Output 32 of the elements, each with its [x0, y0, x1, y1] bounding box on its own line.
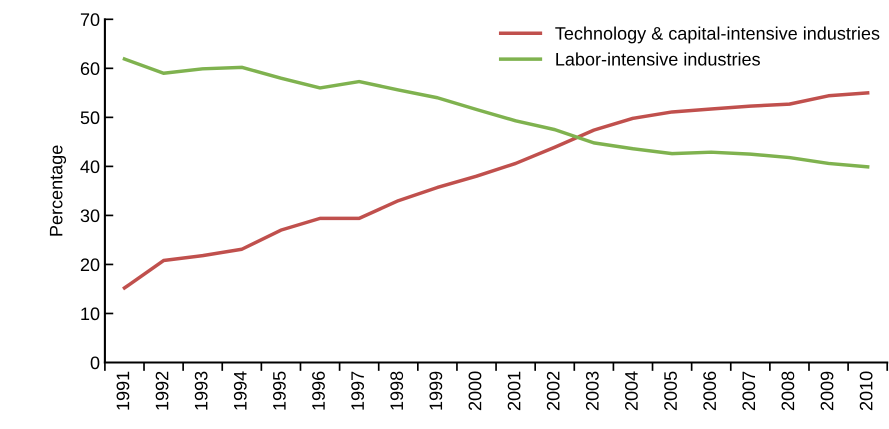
x-tick-label: 2000 [468, 372, 482, 410]
y-axis-title: Percentage [50, 146, 66, 236]
y-tick-label: 70 [80, 13, 100, 26]
x-tick-label: 2004 [625, 371, 638, 410]
x-tick-label: 1995 [272, 372, 286, 410]
x-tick-label: 2008 [781, 372, 794, 410]
legend-label: Technology & capital-intensive industries [555, 26, 880, 44]
x-tick-label: 2006 [703, 372, 716, 410]
x-tick-label: 2002 [546, 372, 560, 410]
y-tick-label: 0 [90, 356, 100, 370]
legend-label: Labor-intensive industries [556, 52, 760, 66]
x-tick-label: 1994 [234, 371, 247, 410]
x-tick-label: 2003 [586, 372, 599, 410]
x-tick-label: 1993 [194, 372, 208, 410]
x-tick-label: 2001 [508, 372, 520, 410]
x-tick-label: 1992 [156, 372, 168, 410]
x-tick-label: 1991 [116, 372, 130, 410]
x-tick-label: 1999 [429, 372, 442, 410]
y-tick-label: 10 [81, 307, 100, 320]
y-tick-label: 30 [80, 209, 100, 222]
y-tick-label: 20 [80, 258, 100, 272]
x-tick-label: 2010 [860, 372, 873, 410]
y-tick-label: 60 [80, 62, 100, 76]
y-tick-label: 40 [80, 160, 100, 174]
x-tick-label: 1996 [312, 372, 325, 410]
x-tick-label: 2009 [820, 372, 834, 410]
line-series [122, 91, 870, 290]
x-tick-label: 1997 [351, 372, 364, 410]
x-tick-label: 2005 [664, 372, 677, 410]
y-tick-label: 50 [80, 111, 100, 124]
x-tick-label: 2007 [742, 372, 756, 410]
x-tick-label: 1998 [390, 372, 404, 410]
